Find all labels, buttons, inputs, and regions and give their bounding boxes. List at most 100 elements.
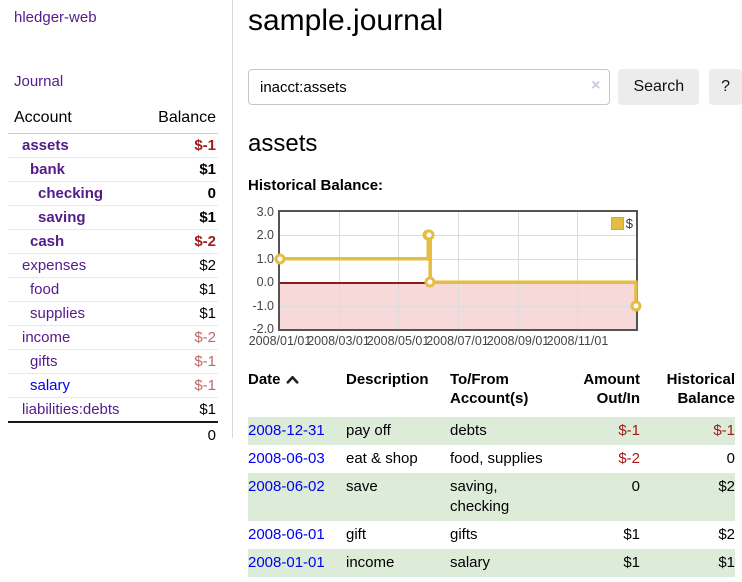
sidebar-account-row: checking 0	[8, 181, 218, 206]
account-total-row: 0	[8, 421, 218, 447]
account-cell: expenses	[8, 253, 141, 278]
transaction-date-link[interactable]: 2008-06-03	[248, 450, 325, 467]
column-header-date[interactable]: Date	[248, 370, 346, 417]
register-balance-cell: $-1	[713, 422, 735, 439]
register-row: 2008-12-31 pay off debts $-1 $-1	[248, 417, 735, 445]
register-date-cell: 2008-12-31	[248, 417, 346, 445]
x-axis-tick-label: 2008/05/01	[366, 334, 430, 348]
register-amount-cell: $1	[623, 526, 640, 543]
account-balance: $1	[140, 277, 218, 302]
total-balance: 0	[140, 421, 218, 447]
sidebar-account-row: income $-2	[8, 325, 218, 350]
register-row: 2008-06-03 eat & shop food, supplies $-2 0	[248, 445, 735, 473]
x-axis-tick-label: 2008/01/01	[248, 334, 312, 348]
data-point-marker	[423, 229, 435, 241]
transaction-date-link[interactable]: 2008-06-02	[248, 478, 325, 495]
y-axis-tick-label: 1.0	[256, 251, 274, 266]
register-accounts-cell: debts	[450, 422, 487, 439]
register-amount-cell: 0	[631, 478, 640, 495]
y-axis-tick-label: 0.0	[256, 275, 274, 290]
column-header-accounts[interactable]: To/From Account(s)	[450, 371, 529, 407]
y-axis-tick-label: -2.0	[252, 322, 274, 336]
sidebar-account-row: supplies $1	[8, 301, 218, 326]
sidebar-item-journal[interactable]: Journal	[14, 73, 64, 90]
register-header-row: Date Description To/From Account(s) Amou…	[248, 370, 735, 417]
account-cell: saving	[8, 205, 141, 230]
search-bar: × Search ?	[248, 69, 742, 105]
chart-heading: Historical Balance:	[248, 177, 384, 194]
account-link-liabilities-debts[interactable]: liabilities:debts	[22, 401, 120, 418]
account-link-food[interactable]: food	[30, 281, 60, 298]
account-cell: bank	[8, 157, 141, 182]
x-axis-tick-label: 2008/03/01	[307, 334, 370, 348]
y-axis-tick-label: 3.0	[256, 205, 274, 219]
register-amount-cell: $-2	[618, 450, 640, 467]
legend-swatch-icon	[610, 217, 624, 230]
account-link-cash[interactable]: cash	[30, 233, 65, 250]
register-row: 2008-01-01 income salary $1 $1	[248, 549, 735, 577]
register-description-cell: save	[346, 478, 378, 495]
search-field-wrap: ×	[248, 69, 611, 105]
account-link-income[interactable]: income	[22, 329, 71, 346]
register-row: 2008-06-02 save saving, checking 0 $2	[248, 473, 735, 521]
x-axis-tick-label: 2008/09/01	[486, 334, 550, 348]
account-cell: supplies	[8, 301, 141, 326]
register-rows: 2008-12-31 pay off debts $-1 $-1 2008-06-03 ea…	[248, 417, 735, 577]
clear-search-icon[interactable]: ×	[591, 77, 601, 94]
search-input[interactable]	[248, 69, 611, 105]
account-link-expenses[interactable]: expenses	[22, 257, 87, 274]
balance-step-line	[280, 233, 638, 306]
brand-link[interactable]: hledger-web	[14, 9, 97, 26]
sidebar-account-row: expenses $2	[8, 253, 218, 278]
register-row: 2008-06-01 gift gifts $1 $2	[248, 521, 735, 549]
register-description-cell: gift	[346, 526, 367, 543]
account-link-salary[interactable]: salary	[30, 377, 71, 394]
sidebar-nav: Journal	[0, 73, 232, 90]
search-button[interactable]: Search	[618, 69, 700, 105]
register-accounts-cell: food, supplies	[450, 450, 543, 467]
account-link-saving[interactable]: saving	[38, 209, 86, 226]
register-amount-cell: $1	[623, 554, 640, 571]
transaction-date-link[interactable]: 2008-01-01	[248, 554, 325, 571]
x-axis-tick-label: 2008/07/01	[426, 334, 489, 348]
register-date-cell: 2008-06-01	[248, 521, 346, 549]
x-gridline	[338, 212, 340, 329]
register-date-cell: 2008-06-03	[248, 445, 346, 473]
column-header-balance[interactable]: Historical Balance	[666, 371, 735, 407]
account-link-bank[interactable]: bank	[30, 161, 66, 178]
account-cell: gifts	[8, 349, 141, 374]
sidebar-account-row: salary $-1	[8, 373, 218, 398]
register-amount-cell: $-1	[618, 422, 640, 439]
transaction-date-link[interactable]: 2008-06-01	[248, 526, 325, 543]
account-balance: $1	[140, 397, 218, 423]
x-gridline	[517, 212, 519, 329]
help-button[interactable]: ?	[709, 69, 742, 105]
sidebar-account-row: cash $-2	[8, 229, 218, 254]
register-balance-cell: $2	[718, 526, 735, 543]
column-header-description[interactable]: Description	[346, 371, 429, 388]
account-cell: income	[8, 325, 141, 350]
account-cell: checking	[8, 181, 141, 206]
transaction-date-link[interactable]: 2008-12-31	[248, 422, 325, 439]
register-balance-cell: $1	[718, 554, 735, 571]
account-link-gifts[interactable]: gifts	[30, 353, 58, 370]
sidebar-account-row: gifts $-1	[8, 349, 218, 374]
register-accounts-cell: gifts	[450, 526, 478, 543]
data-point-marker	[274, 253, 286, 265]
account-balance: $-1	[140, 133, 218, 158]
chart-plot-area: 3.0 2.0 1.0 0.0 -1.0 -2.0 $	[252, 205, 642, 336]
register-balance-cell: $2	[718, 478, 735, 495]
account-balance: $-2	[140, 229, 218, 254]
x-gridline	[457, 212, 459, 329]
account-balance: $2	[140, 253, 218, 278]
account-cell: liabilities:debts	[8, 397, 141, 423]
account-table-header: Account Balance	[8, 107, 218, 134]
account-link-checking[interactable]: checking	[38, 185, 104, 202]
account-cell: assets	[8, 133, 141, 158]
column-header-amount[interactable]: Amount Out/In	[583, 371, 640, 407]
register-description-cell: income	[346, 554, 395, 571]
app-brand: hledger-web	[0, 9, 232, 26]
account-link-supplies[interactable]: supplies	[30, 305, 86, 322]
account-link-assets[interactable]: assets	[22, 137, 69, 154]
